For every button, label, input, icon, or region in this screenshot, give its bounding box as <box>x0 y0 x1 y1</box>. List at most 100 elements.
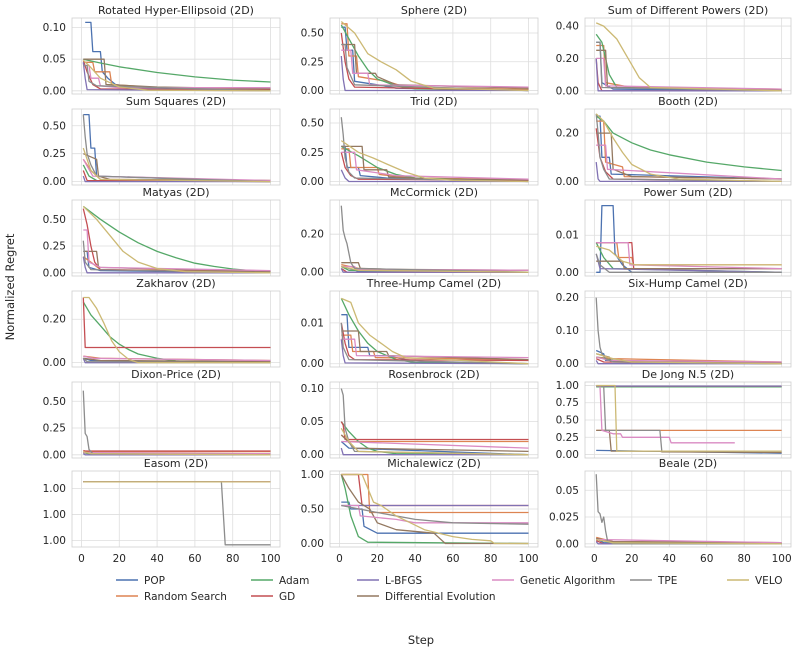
legend-label: Genetic Algorithm <box>520 575 615 587</box>
series-group <box>340 473 529 545</box>
plot-frame <box>71 381 281 459</box>
series-line-tpe <box>82 114 271 183</box>
series-line-velo <box>341 265 529 273</box>
y-tick-label: 0.25 <box>43 241 66 253</box>
legend-item-random-search: Random Search <box>116 591 227 603</box>
y-tick-label: 0.00 <box>556 358 579 370</box>
series-line-differential-evolution <box>596 260 782 270</box>
plot-frame <box>71 290 281 368</box>
plot-area <box>330 18 538 94</box>
y-tick-label: 0.20 <box>556 53 579 65</box>
series-line-genetic-algorithm <box>341 338 529 359</box>
y-tick-label: 0.00 <box>43 176 66 188</box>
series-line-adam <box>83 58 271 83</box>
legend: POP Random Search Adam GD L-BFGS Differential… <box>116 575 783 603</box>
series-line-velo <box>596 353 782 365</box>
series-line-gd <box>340 322 529 362</box>
series-line-tpe <box>595 253 782 273</box>
x-tick-label: 20 <box>371 553 384 565</box>
subplot-4: Trid (2D) 0.00 0.25 0.50 <box>301 95 539 188</box>
plot-frame <box>329 381 539 459</box>
y-tick-label: 0.25 <box>301 56 324 68</box>
series-line-l-bfgs <box>595 58 782 92</box>
x-tick-label: 100 <box>519 553 539 565</box>
y-tick-label: 0.00 <box>556 176 579 188</box>
series-group <box>340 297 529 365</box>
series-line-gd <box>82 297 271 349</box>
series-group <box>595 297 782 365</box>
y-tick-label: 0.00 <box>43 267 66 279</box>
subplot-title: Beale (2D) <box>659 457 717 470</box>
x-tick-label: 80 <box>484 553 497 565</box>
series-line-genetic-algorithm <box>82 158 271 182</box>
subplot-17: Beale (2D) 0.00 0.025 0.05 0 20 40 60 80 100 <box>549 457 792 565</box>
x-tick-label: 0 <box>591 553 598 565</box>
y-tick-label: 0.20 <box>301 229 324 241</box>
subplot-title: Dixon-Price (2D) <box>131 368 221 381</box>
series-line-velo <box>82 147 271 183</box>
legend-label: POP <box>144 575 165 587</box>
legend-label: GD <box>279 591 295 603</box>
series-line-genetic-algorithm <box>341 504 529 524</box>
subplot-10: Three-Hump Camel (2D) 0.00 0.01 <box>301 277 539 370</box>
subplot-title: McCormick (2D) <box>390 186 478 199</box>
plot-frame <box>584 470 792 548</box>
series-line-tpe <box>595 297 782 365</box>
x-tick-label: 60 <box>700 553 713 565</box>
plot-frame <box>329 290 539 368</box>
y-tick-label: 0.50 <box>43 120 66 132</box>
subplot-14: De Jong N.5 (2D) 0.00 0.25 0.50 0.75 1.00 <box>556 368 792 461</box>
plot-frame <box>584 17 792 95</box>
legend-item-gd: GD <box>251 591 295 603</box>
y-tick-label: 0.00 <box>556 449 579 461</box>
series-line-adam <box>340 474 529 545</box>
plot-area <box>585 18 791 94</box>
legend-label: VELO <box>755 575 783 587</box>
legend-item-pop: POP <box>116 575 165 587</box>
plot-area <box>330 200 538 276</box>
series-group <box>82 113 271 183</box>
plot-area <box>585 471 791 547</box>
plot-frame <box>71 108 281 186</box>
series-line-gd <box>82 60 271 91</box>
plot-frame <box>584 290 792 368</box>
y-tick-label: 0.00 <box>43 357 66 369</box>
x-tick-label: 40 <box>150 553 163 565</box>
series-line-differential-evolution <box>340 474 529 545</box>
series-line-l-bfgs <box>340 55 529 92</box>
plot-area <box>72 18 280 94</box>
subplot-title: Easom (2D) <box>144 457 208 470</box>
series-line-genetic-algorithm <box>596 538 782 544</box>
plot-frame <box>584 108 792 186</box>
y-tick-label: 0.25 <box>556 432 579 444</box>
series-line-genetic-algorithm <box>341 49 529 88</box>
series-line-tpe <box>595 113 782 183</box>
series-line-genetic-algorithm <box>596 385 735 444</box>
x-tick-label: 0 <box>78 553 85 565</box>
plot-frame <box>71 199 281 277</box>
x-tick-label: 60 <box>188 553 201 565</box>
subplot-0: Rotated Hyper-Ellipsoid (2D) 0.00 0.05 0.10 <box>43 4 281 97</box>
y-axis-label: Normalized Regret <box>3 233 17 340</box>
series-line-velo <box>595 113 782 183</box>
series-line-velo <box>340 140 529 183</box>
subplot-title: Michalewicz (2D) <box>387 457 481 470</box>
y-tick-label: 0.00 <box>301 538 324 550</box>
series-line-differential-evolution <box>83 357 271 363</box>
series-line-velo <box>596 538 782 545</box>
legend-item-tpe: TPE <box>630 575 677 587</box>
y-tick-label: 0.25 <box>43 423 66 435</box>
plot-area <box>72 200 280 276</box>
series-group <box>595 474 782 545</box>
y-tick-label: 0.20 <box>556 292 579 304</box>
plot-area <box>72 382 280 458</box>
y-tick-label: 1.00 <box>43 483 66 495</box>
subplot-6: Matyas (2D) 0.00 0.25 0.50 <box>43 186 281 279</box>
series-group <box>82 21 271 92</box>
series-line-genetic-algorithm <box>596 241 782 270</box>
subplot-title: Rosenbrock (2D) <box>388 368 479 381</box>
plot-area <box>330 382 538 458</box>
y-tick-label: 0.25 <box>43 148 66 160</box>
subplot-12: Dixon-Price (2D) 0.00 0.25 0.50 <box>43 368 281 461</box>
y-tick-label: 0.00 <box>556 538 579 550</box>
